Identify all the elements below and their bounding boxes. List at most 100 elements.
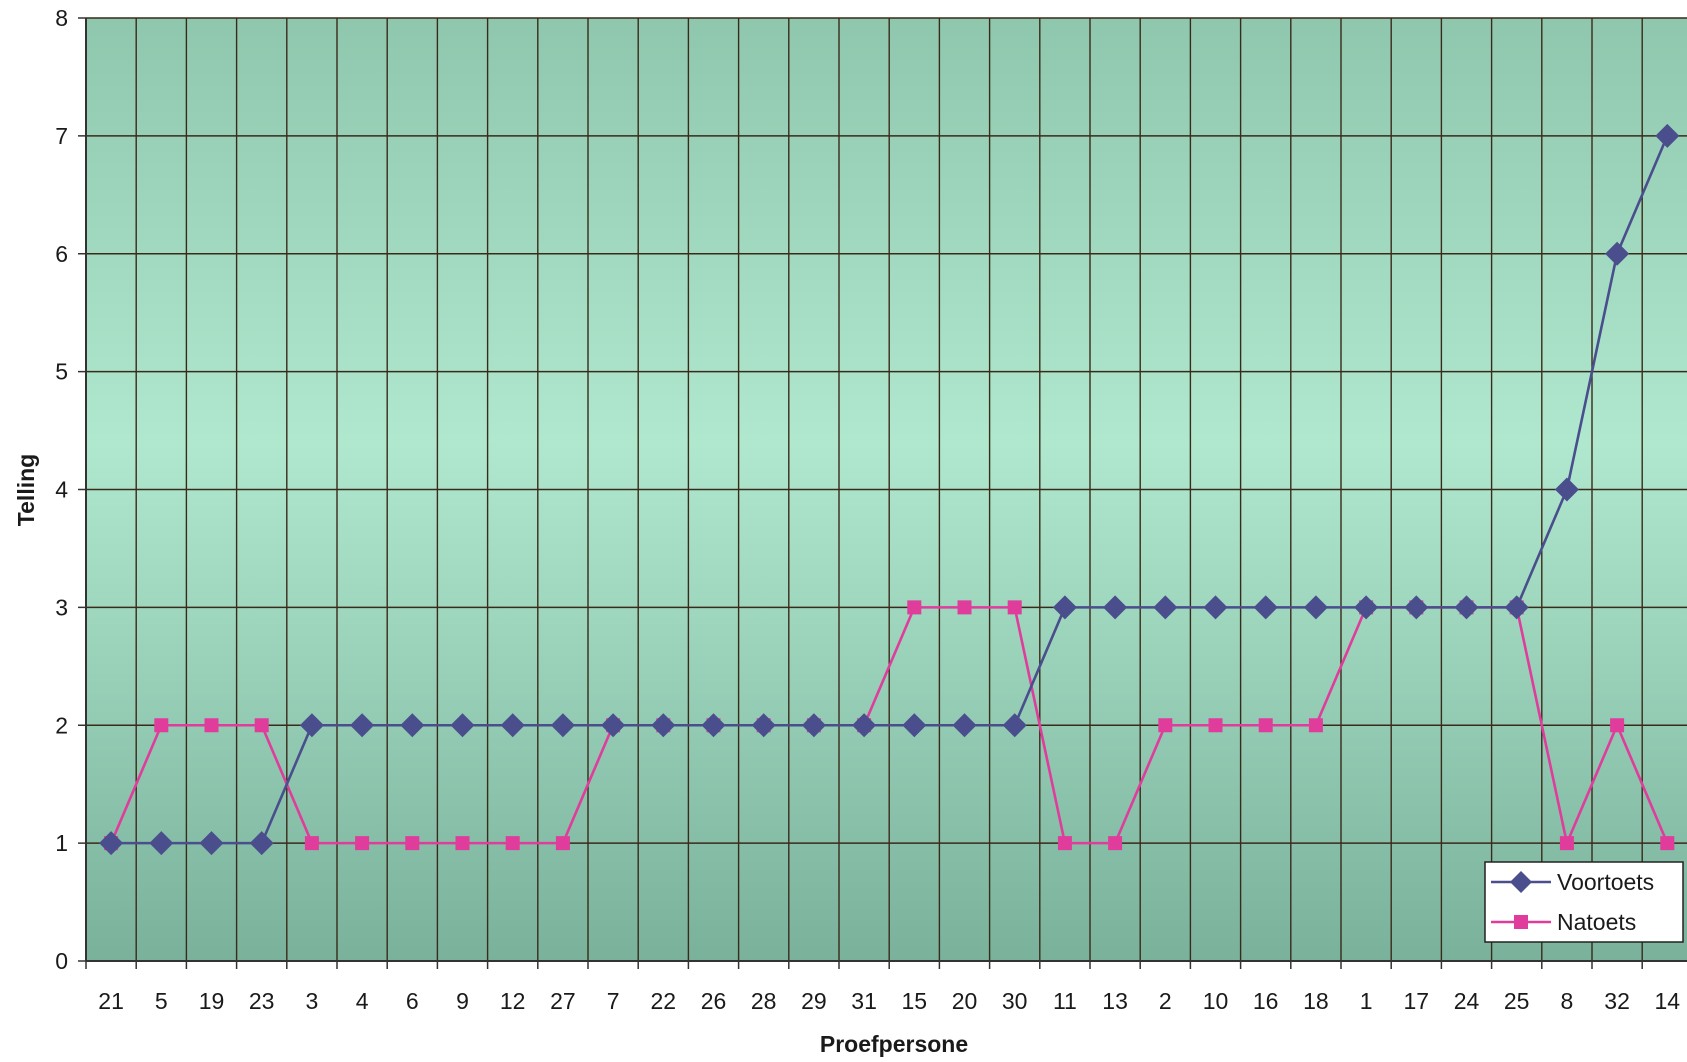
data-point-square [1007, 600, 1022, 615]
data-point-square [405, 836, 420, 851]
x-tick-label: 7 [607, 988, 620, 1014]
data-point-square [957, 600, 972, 615]
x-tick-label: 17 [1404, 988, 1430, 1014]
data-point-square [1258, 718, 1273, 733]
data-point-diamond [1052, 595, 1077, 620]
x-tick-label: 15 [902, 988, 928, 1014]
legend-marker-diamond [1510, 871, 1532, 893]
x-tick-label: 4 [356, 988, 369, 1014]
x-tick-label: 29 [801, 988, 827, 1014]
data-point-diamond [299, 713, 324, 738]
x-tick-label: 20 [952, 988, 978, 1014]
legend-label: Voortoets [1557, 869, 1654, 895]
data-point-diamond [801, 713, 826, 738]
x-tick-label: 11 [1053, 988, 1077, 1014]
data-point-diamond [751, 713, 776, 738]
data-point-diamond [1554, 477, 1579, 502]
x-tick-label: 13 [1102, 988, 1128, 1014]
y-axis-title: Telling [13, 454, 39, 526]
data-point-diamond [450, 713, 475, 738]
x-tick-label: 9 [456, 988, 469, 1014]
x-tick-label: 31 [851, 988, 877, 1014]
data-point-square [355, 836, 370, 851]
x-tick-label: 24 [1454, 988, 1480, 1014]
x-tick-label: 10 [1203, 988, 1229, 1014]
data-point-square [1660, 836, 1675, 851]
y-tick-label: 3 [55, 594, 68, 620]
data-point-diamond [99, 831, 124, 856]
x-tick-label: 32 [1604, 988, 1630, 1014]
data-point-diamond [400, 713, 425, 738]
data-point-square [505, 836, 520, 851]
data-point-square [1559, 836, 1574, 851]
y-tick-label: 2 [55, 712, 68, 738]
data-point-square [204, 718, 219, 733]
data-point-diamond [651, 713, 676, 738]
data-point-square [254, 718, 269, 733]
data-point-diamond [1454, 595, 1479, 620]
x-tick-label: 28 [751, 988, 777, 1014]
data-point-diamond [1655, 123, 1680, 148]
data-point-diamond [1354, 595, 1379, 620]
data-point-square [1057, 836, 1072, 851]
x-tick-label: 3 [306, 988, 319, 1014]
data-point-diamond [199, 831, 224, 856]
data-point-diamond [1253, 595, 1278, 620]
legend-marker-square [1514, 915, 1528, 929]
data-point-diamond [1203, 595, 1228, 620]
data-point-diamond [1605, 241, 1630, 266]
data-point-square [1158, 718, 1173, 733]
data-point-diamond [701, 713, 726, 738]
data-point-square [154, 718, 169, 733]
y-tick-label: 8 [55, 5, 68, 31]
data-point-diamond [500, 713, 525, 738]
x-tick-label: 21 [98, 988, 124, 1014]
x-tick-label: 30 [1002, 988, 1028, 1014]
x-tick-label: 1 [1360, 988, 1373, 1014]
x-tick-label: 6 [406, 988, 419, 1014]
x-tick-label: 26 [701, 988, 727, 1014]
x-tick-label: 18 [1303, 988, 1329, 1014]
y-tick-label: 1 [55, 830, 68, 856]
y-tick-label: 4 [55, 477, 68, 503]
x-tick-label: 12 [500, 988, 526, 1014]
data-point-diamond [1153, 595, 1178, 620]
series [99, 123, 1680, 856]
y-tick-label: 6 [55, 241, 68, 267]
x-tick-label: 23 [249, 988, 275, 1014]
data-point-square [555, 836, 570, 851]
data-point-diamond [601, 713, 626, 738]
x-tick-label: 25 [1504, 988, 1530, 1014]
x-tick-label: 2 [1159, 988, 1172, 1014]
y-tick-label: 0 [55, 948, 68, 974]
x-tick-label: 19 [199, 988, 225, 1014]
data-point-square [907, 600, 922, 615]
data-point-square [1208, 718, 1223, 733]
data-point-diamond [350, 713, 375, 738]
x-axis-title: Proefpersone [820, 1031, 968, 1057]
data-point-square [1108, 836, 1123, 851]
data-point-diamond [550, 713, 575, 738]
data-point-diamond [1103, 595, 1128, 620]
y-tick-label: 7 [55, 123, 68, 149]
data-point-diamond [149, 831, 174, 856]
data-point-square [1308, 718, 1323, 733]
data-point-diamond [1303, 595, 1328, 620]
x-tick-label: 14 [1655, 988, 1681, 1014]
data-point-square [1610, 718, 1625, 733]
data-point-square [455, 836, 470, 851]
x-tick-label: 27 [550, 988, 576, 1014]
data-point-diamond [1404, 595, 1429, 620]
x-tick-label: 16 [1253, 988, 1279, 1014]
data-point-diamond [249, 831, 274, 856]
data-point-diamond [1002, 713, 1027, 738]
x-tick-label: 22 [651, 988, 677, 1014]
legend-label: Natoets [1557, 909, 1636, 935]
data-point-diamond [852, 713, 877, 738]
data-point-square [304, 836, 319, 851]
legend: Voortoets Natoets [1484, 861, 1684, 943]
data-point-diamond [952, 713, 977, 738]
data-point-diamond [902, 713, 927, 738]
